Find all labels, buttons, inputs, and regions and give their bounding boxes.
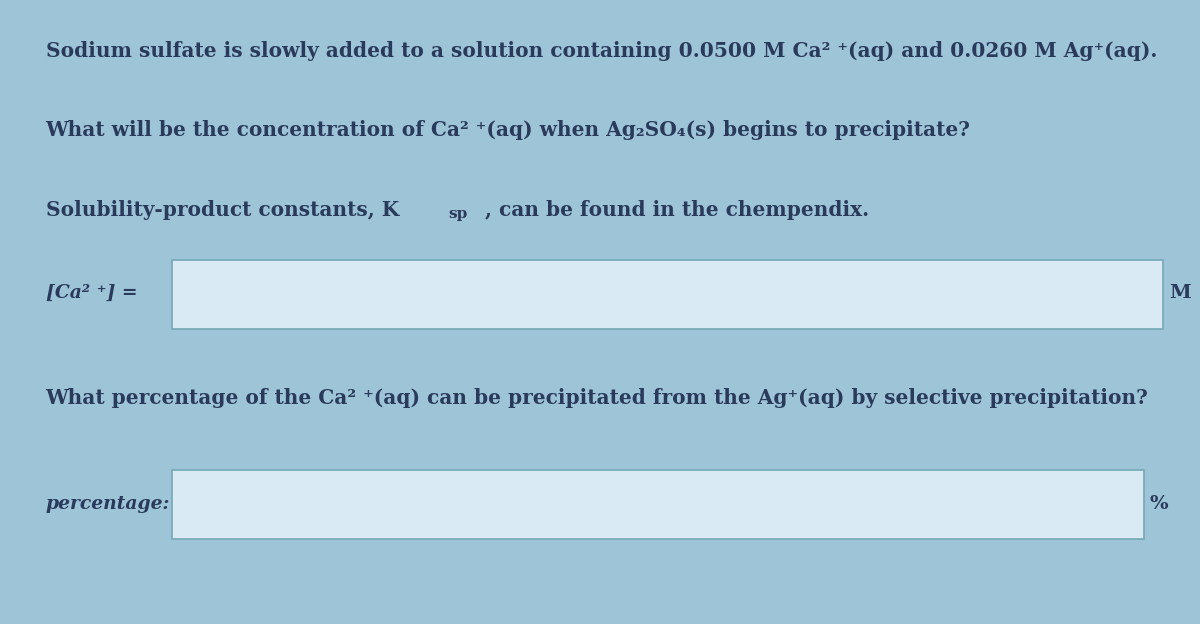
- Text: %: %: [1150, 495, 1169, 513]
- Text: Solubility-product constants, K: Solubility-product constants, K: [46, 200, 398, 220]
- Text: What percentage of the Ca² ⁺(aq) can be precipitated from the Ag⁺(aq) by selecti: What percentage of the Ca² ⁺(aq) can be …: [46, 388, 1148, 408]
- FancyBboxPatch shape: [172, 470, 1144, 539]
- Text: What will be the concentration of Ca² ⁺(aq) when Ag₂SO₄(s) begins to precipitate: What will be the concentration of Ca² ⁺(…: [46, 120, 971, 140]
- Text: [Ca² ⁺] =: [Ca² ⁺] =: [46, 285, 137, 302]
- Text: , can be found in the chempendix.: , can be found in the chempendix.: [485, 200, 869, 220]
- Text: percentage:: percentage:: [46, 495, 170, 513]
- FancyBboxPatch shape: [172, 260, 1163, 329]
- Text: sp: sp: [449, 207, 468, 221]
- Text: Sodium sulfate is slowly added to a solution containing 0.0500 M Ca² ⁺(aq) and 0: Sodium sulfate is slowly added to a solu…: [46, 41, 1157, 61]
- Text: M: M: [1169, 285, 1190, 302]
